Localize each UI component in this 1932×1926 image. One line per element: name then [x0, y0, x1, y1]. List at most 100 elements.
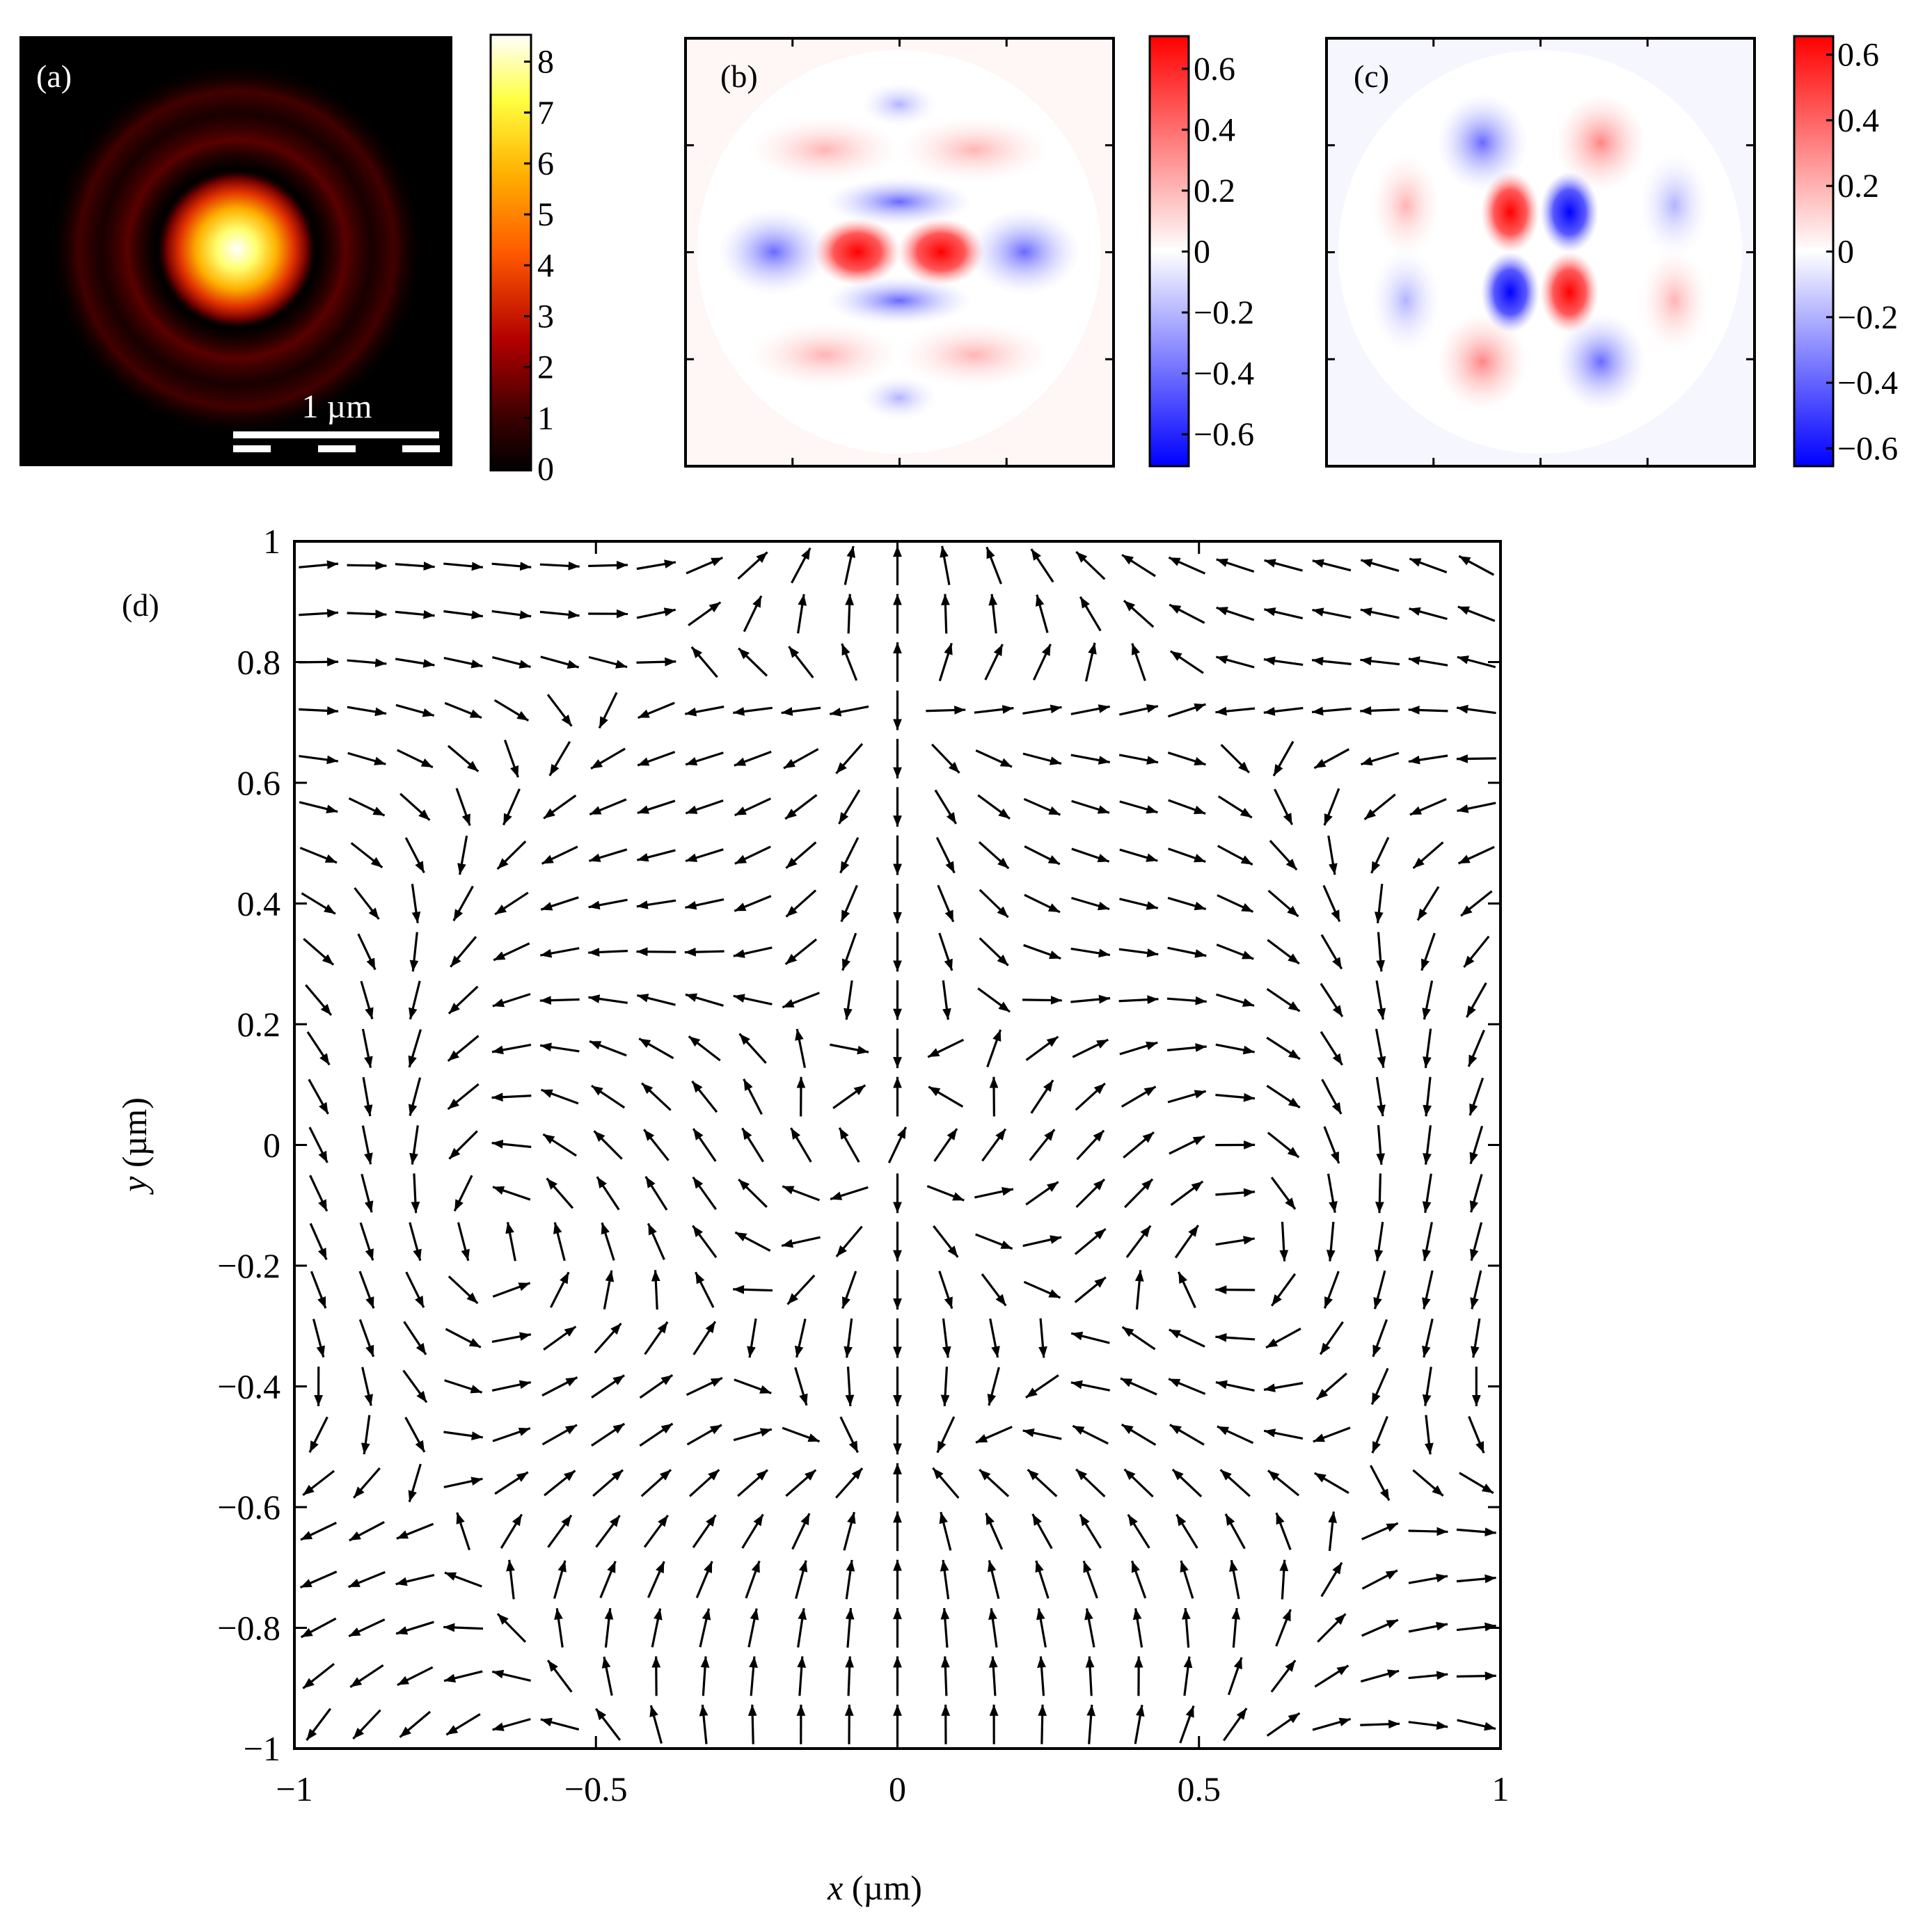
quiver-arrow	[1369, 1465, 1391, 1502]
quiver-arrow	[1022, 704, 1062, 715]
quiver-arrow	[444, 1571, 482, 1588]
quiver-arrow	[310, 1271, 327, 1309]
quiver-arrow	[829, 1043, 869, 1055]
quiver-arrow	[402, 1369, 428, 1403]
quiver-arrow	[539, 610, 580, 619]
quiver-arrow	[686, 557, 723, 575]
quiver-arrow	[1323, 1271, 1340, 1309]
quiver-arrow	[734, 895, 772, 912]
quiver-arrow	[1168, 799, 1206, 815]
quiver-arrow	[737, 1469, 768, 1497]
panel-c-lobe	[1437, 313, 1528, 411]
quiver-arrow	[684, 706, 724, 717]
quiver-arrow	[1456, 1574, 1496, 1584]
quiver-arrow	[637, 799, 676, 814]
quiver-arrow	[1456, 1622, 1496, 1632]
quiver-arrow	[601, 1656, 613, 1696]
panel-c-field	[1338, 50, 1742, 454]
quiver-arrow	[1468, 1415, 1485, 1454]
quiver-arrow	[1217, 1425, 1254, 1444]
quiver-arrow	[553, 1222, 566, 1262]
quiver-arrow	[1229, 1559, 1240, 1600]
quiver-arrow	[1215, 1285, 1256, 1294]
quiver-arrow	[1022, 996, 1062, 1005]
quiver-arrow	[1038, 1704, 1047, 1744]
panel-b-lobe	[898, 321, 1051, 388]
quiver-arrow	[1167, 751, 1206, 766]
quiver-arrow	[1408, 706, 1448, 715]
quiver-arrow	[598, 692, 618, 729]
quiver-arrow	[1275, 1512, 1292, 1550]
quiver-arrow	[747, 1704, 757, 1744]
colorbar-tick-label: 0	[1837, 234, 1854, 271]
quiver-arrow	[1215, 1092, 1256, 1102]
quiver-arrow	[1311, 706, 1352, 716]
quiver-arrow	[1312, 607, 1352, 619]
quiver-arrow	[1216, 944, 1254, 960]
quiver-arrow	[443, 1477, 483, 1488]
quiver-arrow	[540, 655, 580, 669]
quiver-arrow	[644, 1176, 668, 1211]
quiver-arrow	[981, 1128, 1007, 1162]
quiver-arrow	[1457, 655, 1496, 669]
quiver-arrow	[452, 885, 474, 922]
quiver-arrow	[692, 1176, 718, 1210]
panel-d-arrows	[299, 546, 1496, 1744]
quiver-arrow	[1168, 556, 1206, 575]
quiver-arrow	[1119, 1041, 1158, 1056]
quiver-arrow	[1279, 1559, 1289, 1600]
x-tick-label: −0.5	[564, 1769, 628, 1808]
quiver-arrow	[1231, 1608, 1241, 1648]
quiver-arrow	[546, 1660, 573, 1693]
quiver-arrow	[734, 750, 772, 767]
quiver-arrow	[447, 1083, 480, 1111]
quiver-arrow	[493, 942, 530, 962]
quiver-arrow	[938, 1271, 953, 1310]
quiver-arrow	[845, 1559, 855, 1600]
quiver-arrow	[395, 610, 435, 619]
quiver-arrow	[1025, 1374, 1059, 1399]
quiver-arrow	[595, 1514, 621, 1548]
quiver-arrow	[347, 610, 387, 619]
quiver-arrow	[835, 1225, 863, 1258]
quiver-arrow	[684, 947, 724, 957]
quiver-arrow	[797, 1608, 807, 1648]
quiver-arrow	[443, 1623, 484, 1632]
colorbar-tick-label: 0.2	[1837, 168, 1879, 205]
quiver-arrow	[977, 987, 1011, 1013]
y-tick-label: −0.8	[217, 1609, 280, 1648]
quiver-arrow	[589, 798, 627, 816]
quiver-arrow	[1457, 845, 1495, 865]
quiver-arrow	[927, 1038, 965, 1058]
quiver-arrow	[1321, 1079, 1343, 1115]
quiver-arrow	[1470, 1270, 1482, 1310]
quiver-arrow	[938, 642, 953, 682]
quiver-arrow	[1320, 1561, 1343, 1598]
quiver-arrow	[443, 1670, 483, 1683]
quiver-arrow	[685, 751, 724, 766]
quiver-arrow	[1220, 744, 1250, 774]
quiver-arrow	[591, 1422, 626, 1447]
y-axis-label-unit: (µm)	[115, 1097, 154, 1177]
quiver-arrow	[1167, 1090, 1207, 1104]
quiver-arrow	[1171, 1468, 1203, 1497]
quiver-arrow	[1312, 559, 1352, 572]
quiver-arrow	[1217, 845, 1253, 866]
quiver-arrow	[396, 1522, 434, 1540]
quiver-arrow	[1029, 1129, 1056, 1161]
quiver-arrow	[733, 706, 773, 716]
quiver-arrow	[443, 610, 484, 620]
quiver-arrow	[1022, 1235, 1062, 1248]
x-tick-label: 0.5	[1178, 1769, 1221, 1808]
quiver-arrow	[409, 1125, 419, 1165]
quiver-arrow	[1361, 1618, 1399, 1637]
quiver-arrow	[592, 1469, 624, 1497]
quiver-arrow	[1408, 1621, 1448, 1633]
quiver-arrow	[988, 594, 998, 634]
quiver-arrow	[795, 1560, 808, 1599]
quiver-arrow	[301, 892, 336, 915]
quiver-arrow	[395, 1621, 434, 1635]
quiver-arrow	[985, 1513, 1004, 1550]
quiver-arrow	[1279, 1221, 1289, 1262]
quiver-arrow	[1423, 1076, 1432, 1117]
